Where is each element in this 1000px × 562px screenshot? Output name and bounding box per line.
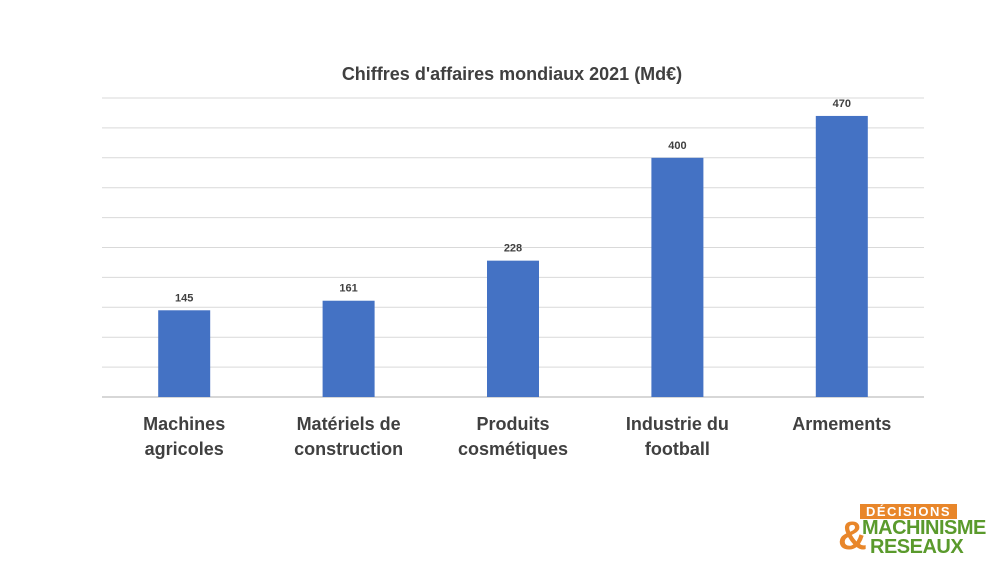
data-label-4: 470 [833,98,851,110]
data-label-2: 228 [504,243,522,255]
logo-top-text: DÉCISIONS [860,504,958,519]
category-label-4-line-0: Armements [792,414,891,434]
bar-4 [815,115,868,397]
decisions-machinisme-reseaux-logo: DÉCISIONS & MACHINISME RESEAUX [838,500,998,558]
category-label-1-line-0: Matériels de [297,414,401,434]
data-labels: 145 161 228 400 470 [175,98,851,304]
category-label-3-line-0: Industrie du [626,414,729,434]
logo-line2: RESEAUX [870,536,964,558]
category-label-0-line-1: agricoles [145,439,224,459]
category-label-2-line-0: Produits [476,414,549,434]
data-label-1: 161 [339,283,357,295]
bar-3 [651,157,704,397]
category-label-0-line-0: Machines [143,414,225,434]
data-label-0: 145 [175,292,193,304]
category-labels: Machines agricoles Matériels de constructio… [143,414,891,459]
bar-0 [158,310,211,397]
bar-1 [322,300,375,397]
bars [158,115,868,397]
logo-ampersand: & [838,514,867,558]
bar-2 [487,260,539,397]
data-label-3: 400 [668,140,686,152]
category-label-3-line-1: football [645,439,710,459]
category-label-2-line-1: cosmétiques [458,439,568,459]
logo-line1: MACHINISME [862,517,986,539]
category-label-1-line-1: construction [294,439,403,459]
chart-title: Chiffres d'affaires mondiaux 2021 (Md€) [342,64,682,84]
